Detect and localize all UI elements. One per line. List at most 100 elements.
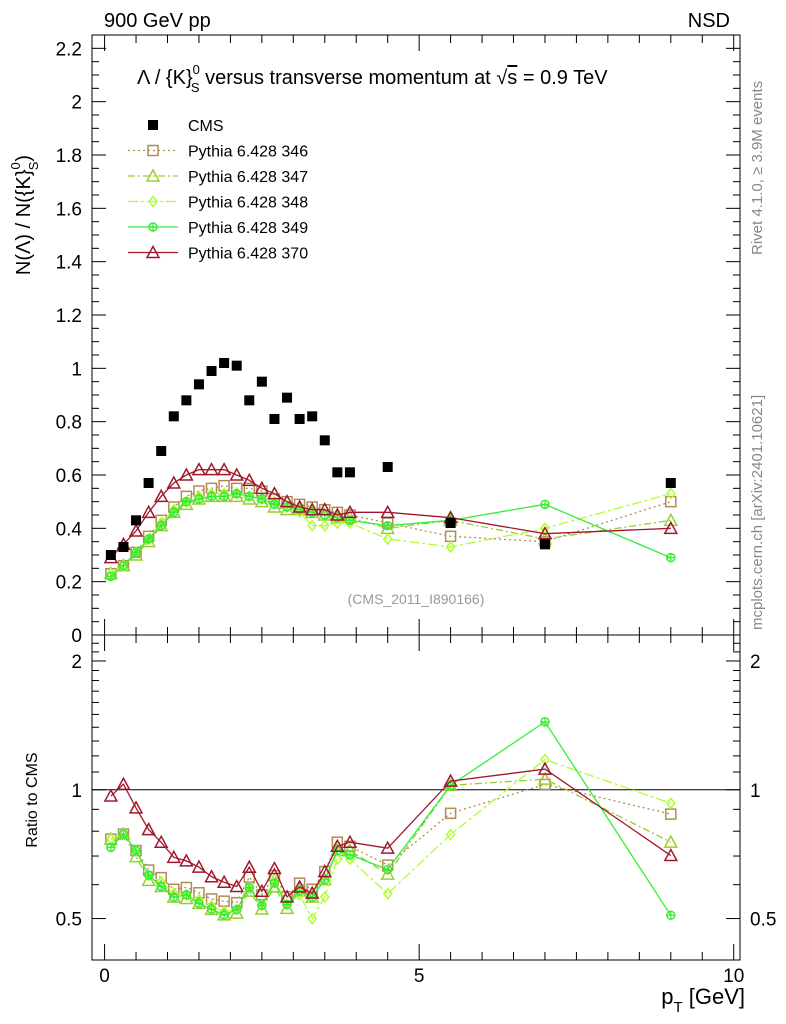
data-point-cms xyxy=(131,515,142,526)
data-point-pythia-6-428-370 xyxy=(330,507,345,521)
legend-label-pythia-6-428-346: Pythia 6.428 346 xyxy=(188,144,308,161)
ratio-point-pythia-6-428-349 xyxy=(382,864,393,875)
ratio-point-pythia-6-428-349 xyxy=(345,849,355,860)
series-line-pythia-6-428-349 xyxy=(110,493,672,577)
data-point-pythia-6-428-370 xyxy=(663,520,679,535)
data-point-pythia-6-428-370 xyxy=(304,502,320,516)
ratio-point-pythia-6-428-348 xyxy=(445,828,456,841)
ratio-point-pythia-6-428-349 xyxy=(169,892,179,902)
data-point-pythia-6-428-348 xyxy=(181,495,192,508)
ratio-point-pythia-6-428-370 xyxy=(216,874,232,889)
ratio-line-pythia-6-428-370 xyxy=(110,768,672,898)
y-tick-label: 2.2 xyxy=(56,39,82,60)
data-point-pythia-6-428-370 xyxy=(179,467,194,481)
ratio-line-pythia-6-428-349 xyxy=(110,720,672,916)
ratio-point-pythia-6-428-347 xyxy=(141,872,156,887)
data-point-cms xyxy=(282,392,293,403)
ratio-point-pythia-6-428-349 xyxy=(257,900,267,911)
data-point-cms xyxy=(193,379,204,390)
data-point-cms xyxy=(382,462,393,472)
analysis-watermark: (CMS_2011_I890166) xyxy=(348,591,485,607)
legend-marker-pythia-6-428-348 xyxy=(148,195,158,208)
x-axis-label: pT [GeV] xyxy=(661,984,745,1016)
ratio-point-pythia-6-428-348 xyxy=(319,890,330,904)
ratio-point-pythia-6-428-349 xyxy=(307,892,317,902)
ratio-point-pythia-6-428-349 xyxy=(194,898,204,909)
data-point-cms xyxy=(269,414,280,424)
data-point-pythia-6-428-348 xyxy=(256,492,267,506)
ratio-point-pythia-6-428-370 xyxy=(304,885,320,899)
ratio-point-pythia-6-428-370 xyxy=(204,869,219,883)
x-tick-label: 0 xyxy=(99,966,110,987)
data-point-cms xyxy=(231,360,242,371)
data-point-pythia-6-428-370 xyxy=(242,472,257,487)
header-left: 900 GeV pp xyxy=(104,10,211,32)
series-line-pythia-6-428-370 xyxy=(110,469,671,559)
data-point-pythia-6-428-370 xyxy=(380,504,395,519)
legend-marker-pythia-6-428-349 xyxy=(148,222,158,232)
legend-label-cms: CMS xyxy=(188,118,224,135)
ratio-tick-label-right: 0.5 xyxy=(750,910,776,931)
data-point-pythia-6-428-348 xyxy=(665,487,676,500)
ratio-point-pythia-6-428-349 xyxy=(231,904,242,915)
ratio-point-pythia-6-428-349 xyxy=(540,717,550,727)
y-tick-label: 1.8 xyxy=(56,146,82,167)
ratio-point-pythia-6-428-348 xyxy=(244,881,255,894)
data-point-pythia-6-428-349 xyxy=(540,499,550,510)
data-point-pythia-6-428-348 xyxy=(231,487,242,500)
ratio-point-pythia-6-428-370 xyxy=(128,800,144,814)
ratio-point-pythia-6-428-370 xyxy=(267,860,282,875)
y-tick-label: 0.8 xyxy=(56,413,82,434)
y-tick-label: 1.6 xyxy=(56,199,82,220)
ratio-point-pythia-6-428-370 xyxy=(342,834,358,848)
y-axis-label: N(Λ) / N({K}0 S) xyxy=(8,155,41,275)
legend-label-pythia-6-428-370: Pythia 6.428 370 xyxy=(188,246,308,263)
y-tick-label: 1.2 xyxy=(56,306,82,327)
data-point-pythia-6-428-349 xyxy=(269,499,280,510)
data-point-pythia-6-428-348 xyxy=(143,532,154,546)
data-point-pythia-6-428-370 xyxy=(166,475,182,489)
data-point-pythia-6-428-370 xyxy=(317,502,333,516)
data-point-pythia-6-428-370 xyxy=(342,504,358,519)
ratio-point-pythia-6-428-347 xyxy=(537,771,553,785)
ratio-point-pythia-6-428-348 xyxy=(282,898,292,911)
data-point-pythia-6-428-348 xyxy=(131,546,141,559)
data-point-pythia-6-428-349 xyxy=(106,571,116,582)
y-tick-label: 2 xyxy=(71,93,82,114)
legend-marker-pythia-6-428-347 xyxy=(145,168,161,182)
legend: CMS Pythia 6.428 346 Pythia 6.428 347 Pythi… xyxy=(128,118,308,263)
legend-marker-pythia-6-428-370 xyxy=(145,244,161,259)
ratio-point-pythia-6-428-370 xyxy=(141,822,156,836)
ratio-point-pythia-6-428-349 xyxy=(106,842,116,853)
data-point-pythia-6-428-370 xyxy=(216,462,232,476)
data-point-pythia-6-428-370 xyxy=(153,488,169,503)
ratio-tick-label-right: 1 xyxy=(750,781,761,802)
ratio-tick-label: 2 xyxy=(71,652,82,673)
data-point-cms xyxy=(206,366,217,376)
ratio-panel-frame xyxy=(91,634,741,961)
ratio-point-pythia-6-428-370 xyxy=(663,847,679,862)
data-point-cms xyxy=(118,542,129,552)
ratio-line-pythia-6-428-346 xyxy=(110,783,671,904)
data-point-pythia-6-428-349 xyxy=(666,552,676,563)
ratio-point-pythia-6-428-370 xyxy=(443,773,458,787)
data-point-pythia-6-428-348 xyxy=(118,559,129,572)
ratio-point-pythia-6-428-370 xyxy=(254,883,270,898)
ratio-point-pythia-6-428-347 xyxy=(663,834,679,848)
data-point-pythia-6-428-348 xyxy=(307,519,318,532)
data-point-pythia-6-428-348 xyxy=(445,540,456,554)
legend-label-pythia-6-428-348: Pythia 6.428 348 xyxy=(188,195,308,212)
data-point-cms xyxy=(665,478,676,488)
data-point-cms xyxy=(344,467,355,478)
ratio-point-pythia-6-428-349 xyxy=(143,870,154,880)
data-point-cms xyxy=(244,395,255,406)
data-point-pythia-6-428-349 xyxy=(194,494,204,504)
data-point-pythia-6-428-370 xyxy=(279,494,295,508)
y-tick-label: 0.4 xyxy=(56,519,83,540)
legend-label-pythia-6-428-349: Pythia 6.428 349 xyxy=(188,220,308,237)
data-point-pythia-6-428-370 xyxy=(128,523,144,537)
ratio-point-pythia-6-428-370 xyxy=(103,788,119,802)
data-point-cms xyxy=(105,550,116,560)
data-point-pythia-6-428-370 xyxy=(267,486,282,500)
ratio-point-pythia-6-428-348 xyxy=(307,912,318,925)
